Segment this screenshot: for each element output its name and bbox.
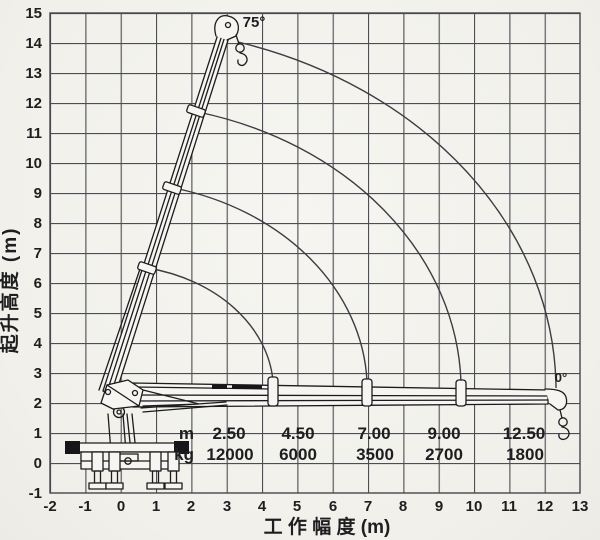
capacity-value: 12000	[206, 445, 253, 464]
boom-collar	[267, 376, 279, 407]
load-table: m kg 2.50 4.50 7.00 9.00 12.50 12000 600…	[174, 424, 545, 464]
x-axis-ticks: -2 -1 0 1 2 3 4 5 6 7 8 9 10 11 12 13	[43, 498, 588, 515]
radius-row-label: m	[179, 424, 194, 443]
outrigger-leg	[88, 451, 107, 490]
y-tick-label: 14	[25, 35, 42, 52]
boom-min-angle-label: 0°	[555, 370, 567, 385]
x-tick-label: -1	[78, 498, 91, 515]
x-tick-label: 5	[293, 498, 301, 515]
x-tick-label: 7	[364, 498, 372, 515]
y-tick-label: 1	[34, 425, 42, 442]
x-tick-label: 12	[537, 498, 554, 515]
y-tick-label: 8	[34, 215, 42, 232]
y-tick-label: -1	[29, 485, 42, 502]
x-tick-label: 11	[501, 498, 517, 515]
luffing-cylinder	[140, 389, 228, 413]
y-tick-label: 3	[34, 365, 42, 382]
y-tick-label: 4	[34, 335, 43, 352]
crane-base	[65, 441, 189, 490]
x-tick-label: -2	[43, 498, 56, 515]
crane-illustration	[65, 15, 570, 490]
x-tick-label: 1	[152, 498, 160, 515]
crane-column	[100, 379, 144, 453]
capacity-value: 2700	[425, 445, 463, 464]
x-axis-title: 工 作 幅 度 (m)	[264, 515, 391, 538]
outrigger-leg	[164, 451, 183, 490]
boom-collar	[361, 378, 373, 407]
radius-value: 12.50	[503, 424, 546, 443]
capacity-value: 1800	[506, 445, 544, 464]
boom-arc-2	[173, 187, 368, 382]
y-tick-label: 6	[34, 275, 42, 292]
x-tick-label: 4	[258, 498, 267, 515]
y-tick-label: 0	[34, 455, 42, 472]
boom-collar	[162, 181, 182, 195]
x-tick-label: 2	[187, 498, 195, 515]
boom-collar	[137, 261, 157, 275]
radius-value: 7.00	[357, 424, 390, 443]
radius-value: 2.50	[212, 424, 245, 443]
capacity-value: 3500	[356, 445, 394, 464]
boom-collar	[186, 104, 206, 118]
boom-arc-1	[147, 267, 274, 382]
y-tick-label: 2	[34, 395, 42, 412]
x-tick-label: 13	[572, 498, 589, 515]
boom-head	[214, 15, 239, 41]
x-tick-label: 0	[117, 498, 125, 515]
boom-marking	[232, 385, 262, 389]
boom-horizontal	[132, 376, 570, 441]
capacity-value: 6000	[279, 445, 317, 464]
y-axis-ticks: 15 14 13 12 11 10 9 8 7 6 5 4 3 2 1 0 -1	[25, 5, 42, 502]
plot-grid	[49, 12, 581, 494]
boom-tip-arcs	[147, 41, 557, 389]
x-tick-label: 3	[223, 498, 231, 515]
boom-max-angle-label: 75°	[243, 14, 266, 31]
y-tick-label: 5	[34, 305, 42, 322]
y-tick-label: 12	[25, 95, 42, 112]
sheave	[224, 21, 232, 29]
boom-raised	[98, 15, 248, 397]
boom-head	[544, 388, 568, 411]
hook-icon	[558, 409, 570, 441]
outrigger-leg	[146, 451, 165, 490]
y-tick-label: 13	[25, 65, 42, 82]
hook-icon	[235, 34, 248, 67]
radius-value: 9.00	[427, 424, 460, 443]
y-tick-label: 10	[25, 155, 42, 172]
boom-marking	[212, 385, 227, 389]
boom-arc-4	[237, 41, 557, 389]
boom-arc-3	[197, 111, 462, 383]
y-axis-title: 起升高度 (m)	[0, 227, 21, 355]
x-tick-label: 6	[329, 498, 337, 515]
boom-collar	[455, 379, 467, 407]
y-tick-label: 15	[25, 5, 42, 22]
capacity-row-label: kg	[174, 445, 194, 464]
x-tick-label: 10	[466, 498, 483, 515]
y-tick-label: 7	[34, 245, 42, 262]
x-tick-label: 8	[399, 498, 407, 515]
y-tick-label: 11	[26, 125, 42, 142]
outrigger-leg	[105, 451, 124, 490]
y-tick-label: 9	[34, 185, 42, 202]
x-tick-label: 9	[435, 498, 443, 515]
radius-value: 4.50	[281, 424, 314, 443]
